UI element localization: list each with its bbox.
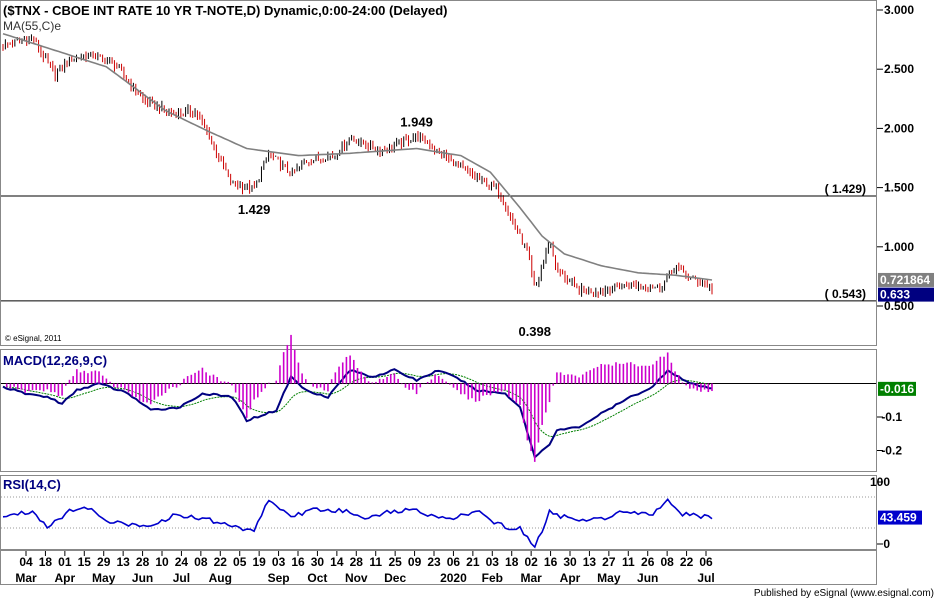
- date-day-label: 18: [505, 555, 519, 569]
- last-value-tag: [878, 272, 934, 287]
- macd-panel-frame: [0, 349, 877, 472]
- price-axis-label: 1.500: [884, 181, 914, 195]
- price-bars: [2, 34, 713, 298]
- date-month-label: Nov: [345, 571, 368, 585]
- copyright-text: © eSignal, 2011: [5, 334, 62, 343]
- date-day-label: 27: [602, 555, 616, 569]
- macd-axis-label: -0.1: [881, 410, 902, 424]
- date-day-label: 11: [369, 555, 382, 569]
- rsi-value-label: 43.459: [880, 511, 917, 525]
- date-day-label: 01: [58, 555, 72, 569]
- price-axis-label: 0.500: [884, 299, 914, 313]
- date-day-label: 24: [175, 555, 189, 569]
- date-day-label: 08: [660, 555, 674, 569]
- ma-legend: MA(55,C)e: [3, 19, 61, 33]
- date-day-label: 10: [155, 555, 169, 569]
- macd-axis-label: -0.2: [881, 444, 902, 458]
- date-day-label: 26: [641, 555, 655, 569]
- date-day-label: 09: [408, 555, 422, 569]
- date-day-label: 03: [272, 555, 286, 569]
- date-axis-frame: [0, 550, 877, 585]
- price-axis-label: 1.000: [884, 240, 914, 254]
- date-month-label: Jul: [173, 571, 190, 585]
- rsi-value-tag: [878, 510, 922, 525]
- date-day-label: 03: [486, 555, 500, 569]
- price-annotation: 1.949: [400, 114, 433, 129]
- price-axis-label: 2.500: [884, 62, 914, 76]
- ma-line: [2, 32, 713, 281]
- date-day-label: 13: [116, 555, 130, 569]
- date-day-label: 15: [78, 555, 92, 569]
- date-day-label: 06: [447, 555, 461, 569]
- date-day-label: 30: [311, 555, 325, 569]
- macd-value-tag: [878, 381, 916, 396]
- date-day-label: 22: [680, 555, 694, 569]
- macd-title: MACD(12,26,9,C): [3, 353, 107, 368]
- price-annotation: 0.398: [518, 324, 551, 339]
- level-label: ( 1.429): [825, 182, 866, 196]
- date-day-label: 30: [563, 555, 577, 569]
- date-day-label: 04: [19, 555, 33, 569]
- date-day-label: 06: [699, 555, 713, 569]
- rsi-title: RSI(14,C): [3, 477, 61, 492]
- date-month-label: Aug: [209, 571, 232, 585]
- chart-title: ($TNX - CBOE INT RATE 10 YR T-NOTE,D) Dy…: [3, 3, 448, 18]
- date-day-label: 28: [350, 555, 364, 569]
- date-month-label: Jun: [637, 571, 658, 585]
- date-month-label: May: [597, 571, 621, 585]
- macd-value-label: -0.016: [880, 382, 914, 396]
- price-axis-label: 2.000: [884, 121, 914, 135]
- date-month-label: Apr: [560, 571, 581, 585]
- date-month-label: Sep: [268, 571, 290, 585]
- publisher-footer: Published by eSignal (www.esignal.com): [754, 588, 934, 599]
- date-month-label: Jul: [697, 571, 714, 585]
- price-axis-label: 3.000: [884, 3, 914, 17]
- date-day-label: 28: [136, 555, 150, 569]
- date-day-label: 16: [544, 555, 558, 569]
- date-month-label: Apr: [55, 571, 76, 585]
- date-day-label: 08: [194, 555, 208, 569]
- date-axis: 04 18 01 15 29 13 28 10 24 08 22 05 19 03 16 30 14 28 11 25…: [15, 551, 715, 585]
- date-day-label: 19: [252, 555, 266, 569]
- date-day-label: 22: [214, 555, 228, 569]
- level-label: ( 0.543): [825, 287, 866, 301]
- price-panel-frame: [0, 0, 877, 346]
- date-month-label: Feb: [482, 571, 503, 585]
- date-day-label: 13: [583, 555, 597, 569]
- date-month-label: Mar: [15, 571, 37, 585]
- date-month-label: May: [92, 571, 116, 585]
- macd-histogram: [5, 334, 713, 462]
- date-month-label: Oct: [307, 571, 327, 585]
- rsi-line: [2, 498, 713, 549]
- date-day-label: 14: [330, 555, 344, 569]
- date-day-label: 05: [233, 555, 247, 569]
- date-month-label: Dec: [384, 571, 406, 585]
- price-annotations: 1.429 1.949 0.398: [238, 114, 551, 339]
- date-day-label: 21: [466, 555, 480, 569]
- date-day-label: 16: [291, 555, 305, 569]
- date-day-label: 25: [388, 555, 402, 569]
- rsi-panel-frame: [0, 475, 877, 550]
- price-annotation: 1.429: [238, 202, 271, 217]
- last-value-tag: [878, 287, 934, 302]
- date-month-label: Jun: [132, 571, 153, 585]
- last-value-label: 0.721864: [880, 273, 930, 287]
- indicator-lines: [2, 32, 713, 549]
- date-day-label: 11: [622, 555, 635, 569]
- rsi-axis-label: 0: [883, 537, 890, 551]
- value-axis: 3.000 2.500 2.000 1.500 1.000 0.500 -0.1 -0.2 10…: [870, 3, 914, 551]
- date-month-label: 2020: [440, 571, 467, 585]
- date-month-label: Mar: [520, 571, 542, 585]
- rsi-axis-label: 100: [870, 475, 890, 489]
- date-day-label: 29: [97, 555, 111, 569]
- last-value-label: 0.633: [880, 288, 910, 302]
- date-day-label: 02: [524, 555, 538, 569]
- date-day-label: 18: [39, 555, 53, 569]
- date-day-label: 23: [427, 555, 441, 569]
